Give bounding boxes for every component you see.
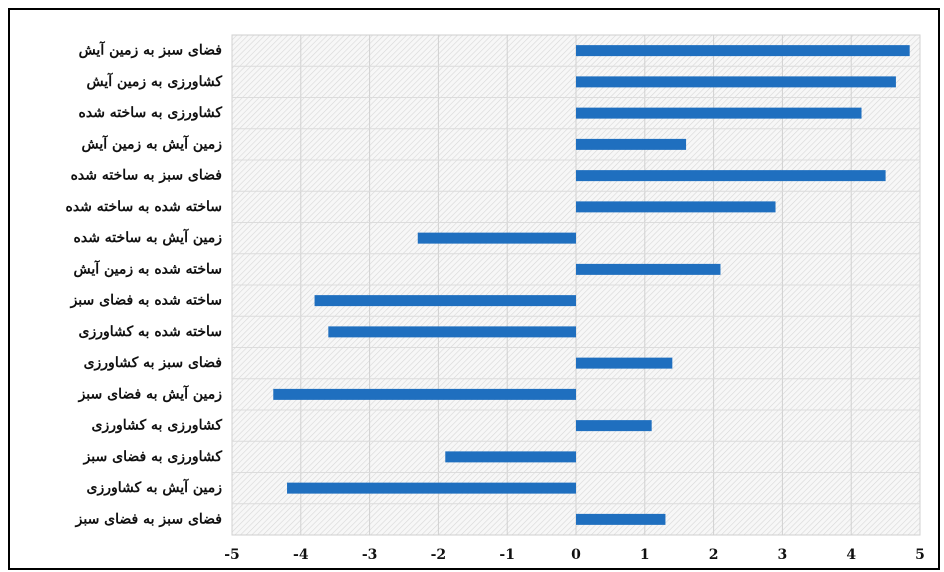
- bar: [576, 420, 652, 432]
- y-tick-label: کشاورزی به فضای سبز: [83, 449, 223, 465]
- bar: [576, 170, 886, 182]
- x-tick-label: -5: [224, 547, 240, 563]
- bar: [576, 107, 862, 119]
- y-tick-label: فضای سبز به فضای سبز: [75, 511, 222, 527]
- x-tick-label: 2: [709, 547, 719, 563]
- bar: [328, 326, 576, 338]
- x-tick-label: -4: [293, 547, 309, 563]
- y-tick-label: فضای سبز به زمین آیش: [79, 41, 222, 59]
- bar: [417, 232, 576, 244]
- x-tick-label: -3: [362, 547, 378, 563]
- bar: [576, 513, 666, 525]
- x-tick-label: -2: [431, 547, 447, 563]
- bar: [445, 451, 576, 463]
- bar: [273, 388, 576, 400]
- y-tick-label: زمین آیش به ساخته شده: [74, 228, 223, 246]
- x-tick-label: -1: [499, 547, 515, 563]
- y-tick-label: کشاورزی به ساخته شده: [79, 105, 223, 121]
- x-tick-label: 5: [915, 547, 925, 563]
- y-tick-label: زمین آیش به زمین آیش: [82, 134, 223, 152]
- y-tick-label: زمین آیش به فضای سبز: [78, 384, 223, 402]
- bar: [287, 482, 576, 494]
- bar: [576, 76, 896, 88]
- y-tick-label: ساخته شده به کشاورزی: [79, 324, 222, 340]
- y-tick-label: کشاورزی به زمین آیش: [87, 72, 223, 90]
- bar: [576, 201, 776, 213]
- y-tick-label: کشاورزی به کشاورزی: [92, 418, 223, 434]
- bar: [576, 138, 687, 150]
- x-tick-label: 4: [846, 547, 856, 563]
- bar: [576, 357, 673, 369]
- y-tick-label: زمین آیش به کشاورزی: [87, 478, 223, 496]
- bar: [314, 295, 576, 307]
- x-tick-label: 0: [571, 547, 581, 563]
- x-tick-label: 1: [640, 547, 650, 563]
- y-tick-label: ساخته شده به فضای سبز: [70, 293, 222, 309]
- y-tick-label: فضای سبز به کشاورزی: [84, 355, 222, 371]
- y-tick-label: ساخته شده به زمین آیش: [74, 259, 222, 277]
- y-tick-label: ساخته شده به ساخته شده: [66, 199, 223, 215]
- x-tick-label: 3: [778, 547, 788, 563]
- bar: [576, 45, 910, 57]
- y-tick-label: فضای سبز به ساخته شده: [71, 168, 222, 184]
- bar: [576, 263, 721, 275]
